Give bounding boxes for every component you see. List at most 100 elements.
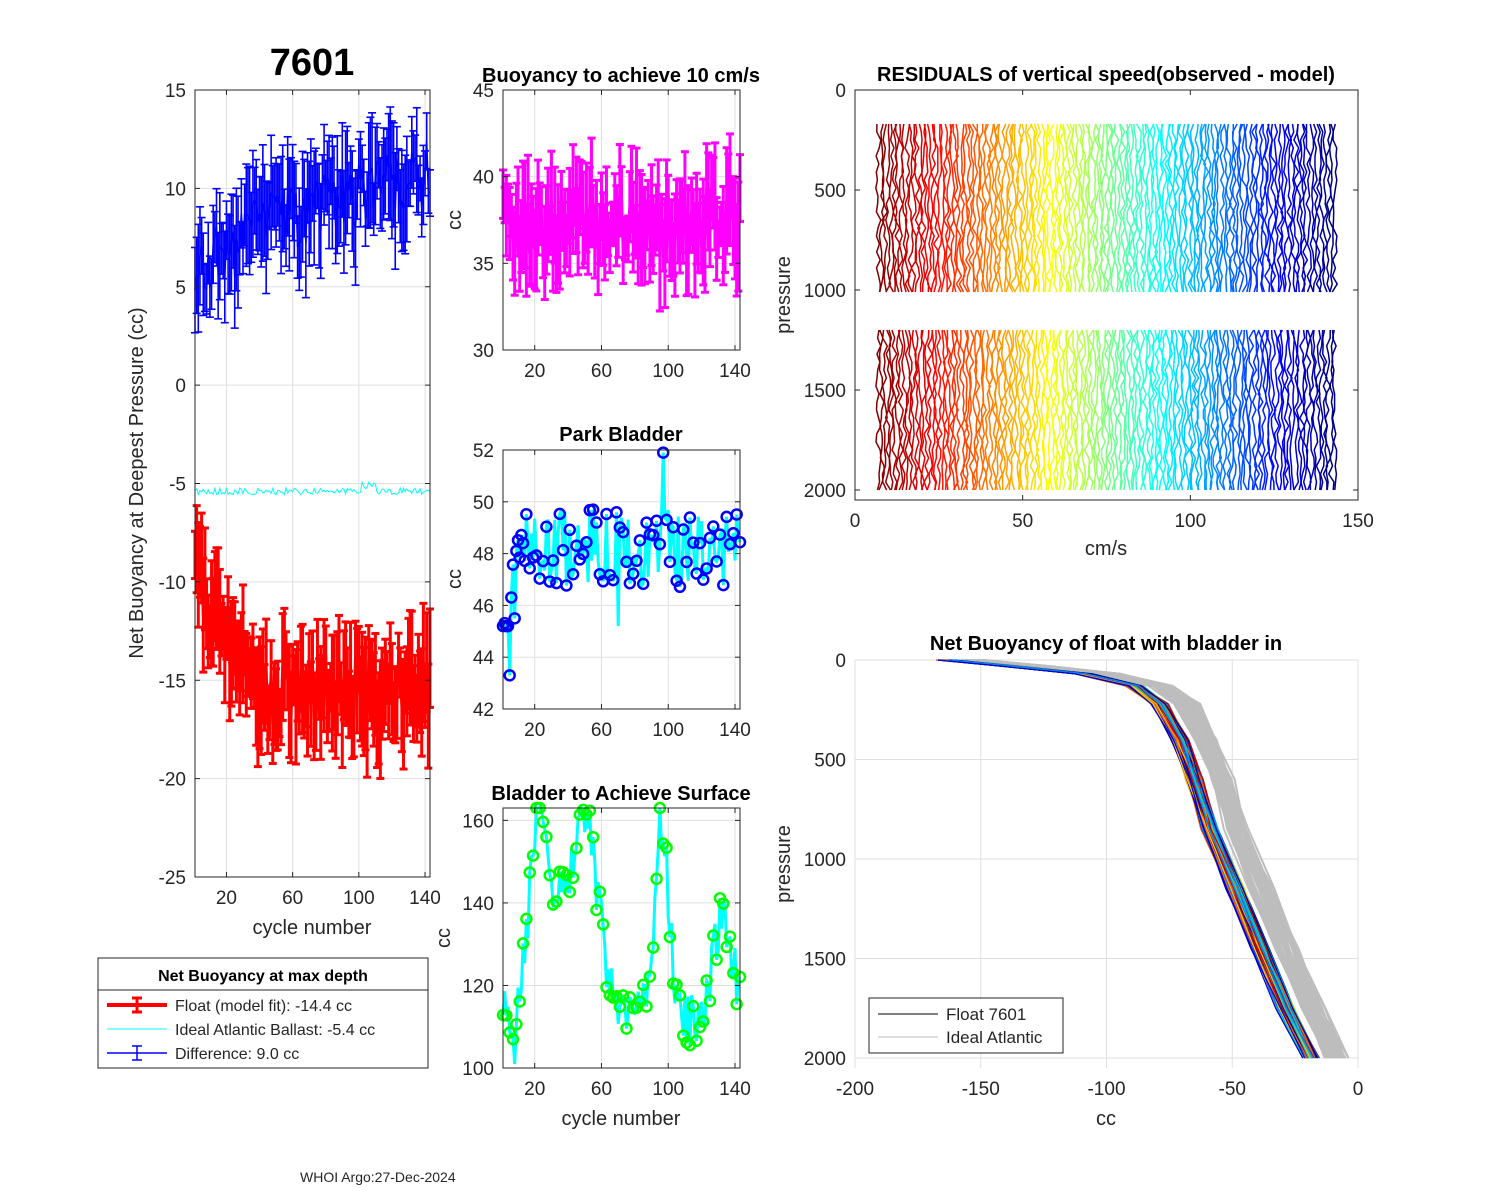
residual-profile-line: [1225, 329, 1232, 491]
difference-line: [194, 140, 431, 291]
park-bladder-point: [653, 537, 667, 551]
legend-difference-swatch: [107, 1045, 167, 1061]
residual-profile-line: [1132, 123, 1139, 293]
residual-profile-line: [952, 329, 959, 491]
residual-profile-line: [1026, 329, 1032, 491]
residuals-ytick-label: 1500: [804, 381, 846, 402]
residual-profile-line: [1315, 123, 1322, 293]
residual-profile-line: [1138, 123, 1146, 293]
net-buoyancy-ytick-label: -15: [159, 671, 186, 692]
residual-profile-line: [1039, 123, 1046, 293]
bladder-in-xtick-label: -200: [836, 1079, 874, 1100]
residual-profile-line: [1080, 123, 1088, 293]
residual-profile-line: [1180, 123, 1187, 293]
bladder-in-xtick-label: -150: [962, 1079, 1000, 1100]
residual-profile-line: [984, 123, 992, 293]
surface-bladder-point: [550, 895, 563, 908]
residual-profile-line: [1164, 123, 1172, 293]
residual-profile-line: [1248, 123, 1255, 293]
surface-bladder-point: [616, 989, 630, 1002]
residual-profile-line: [1128, 123, 1136, 293]
park-bladder-point: [677, 523, 690, 536]
residual-profile-line: [1151, 329, 1158, 491]
residual-profile-line: [1312, 329, 1319, 491]
park-bladder-point: [563, 523, 577, 537]
park-bladder-point: [687, 536, 700, 549]
residual-profile-line: [885, 123, 892, 293]
residual-profile-line: [936, 123, 943, 293]
residual-profile-line: [1058, 123, 1065, 293]
residuals-xtick-label: 50: [1012, 511, 1033, 532]
residuals-ytick-label: 2000: [804, 481, 846, 502]
surface-bladder-point: [566, 871, 580, 885]
park-bladder-point: [683, 511, 697, 524]
residual-profile-line: [1141, 329, 1149, 491]
residual-profile-line: [1160, 123, 1168, 293]
residual-profile-line: [1276, 123, 1284, 293]
residual-profile-line: [926, 329, 934, 491]
park-bladder-point: [717, 578, 730, 592]
float-profile: [938, 659, 1306, 1059]
residual-profile-line: [907, 329, 914, 491]
surface-bladder-point: [700, 974, 713, 987]
net-buoyancy-ytick-label: 0: [175, 376, 186, 397]
bladder-in-xtick-label: 0: [1353, 1079, 1364, 1100]
park-bladder-panel: 20 60 100 140 42 44 46 48 50 52 Park Bladder cc: [444, 424, 751, 741]
park-bladder-data: [496, 446, 747, 682]
residual-profile-line: [1116, 123, 1123, 293]
residual-profile-line: [1273, 123, 1280, 293]
residual-profile-line: [1061, 329, 1068, 491]
residual-profile-line: [997, 123, 1004, 293]
park-bladder-point: [606, 573, 620, 587]
buoyancy-10cms-line: [501, 185, 742, 260]
residual-profile-line: [916, 123, 924, 293]
residual-profile-line: [1189, 123, 1197, 293]
park-bladder-ytick-label: 52: [473, 441, 494, 462]
park-bladder-point: [580, 535, 593, 549]
bladder-in-ytick-label: 0: [835, 651, 846, 672]
residual-profile-line: [1006, 123, 1014, 293]
residual-profile-line: [1267, 123, 1274, 293]
surface-bladder-point: [730, 997, 743, 1011]
residual-profile-line: [1199, 123, 1207, 293]
residual-profile-line: [1215, 123, 1223, 293]
residual-profile-line: [1331, 329, 1338, 491]
park-bladder-point: [626, 567, 640, 580]
residual-profile-line: [1270, 329, 1277, 491]
residual-profile-line: [920, 123, 927, 293]
residual-profile-line: [881, 329, 889, 491]
surface-bladder-point: [596, 918, 610, 931]
park-bladder-point: [546, 554, 560, 567]
residual-profile-line: [1176, 123, 1184, 293]
residual-profile-line: [945, 329, 952, 491]
residual-profile-line: [1266, 329, 1274, 491]
residual-profile-line: [1125, 123, 1133, 293]
residual-profile-line: [1004, 123, 1011, 293]
surface-bladder-xtick-label: 60: [591, 1079, 612, 1100]
park-bladder-point: [616, 525, 630, 539]
residual-profile-line: [1019, 123, 1027, 293]
residual-profile-line: [875, 123, 882, 293]
residual-profile-line: [955, 330, 962, 491]
surface-bladder-ylabel: cc: [433, 928, 455, 948]
residual-profile-line: [1048, 123, 1055, 293]
residual-profile-line: [1318, 123, 1325, 293]
residual-profile-line: [1023, 123, 1030, 293]
residual-profile-line: [1247, 329, 1255, 491]
net-buoyancy-data: [191, 106, 434, 780]
buoyancy-10cms-xtick-label: 60: [591, 361, 612, 382]
residual-profile-line: [923, 329, 931, 491]
park-bladder-ticks: 20 60 100 140 42 44 46 48 50 52: [473, 441, 751, 741]
residual-profile-line: [1067, 329, 1075, 491]
residual-profile-line: [961, 123, 969, 293]
net-buoyancy-legend: Net Buoyancy at max depth Float (model f…: [97, 957, 429, 1069]
surface-bladder-point: [646, 941, 660, 954]
residual-profile-line: [1013, 329, 1020, 491]
residual-profile-line: [958, 123, 966, 293]
residual-profile-line: [1112, 329, 1119, 491]
residuals-ytick-label: 500: [814, 181, 846, 202]
legend-float-swatch: [107, 996, 167, 1014]
park-bladder-point: [636, 577, 650, 591]
